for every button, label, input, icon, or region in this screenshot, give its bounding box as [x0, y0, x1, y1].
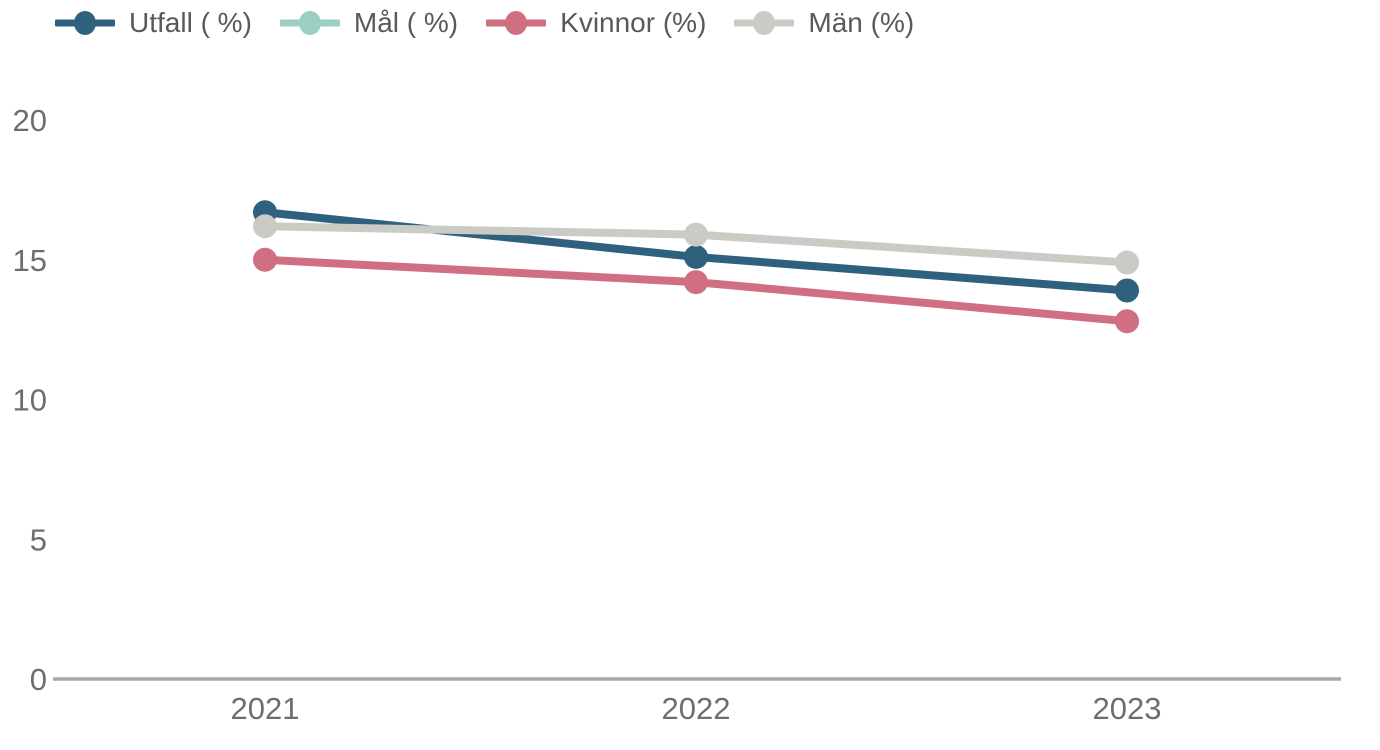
- data-point-man-2022[interactable]: [684, 222, 708, 247]
- x-axis-tick-label-2021: 2021: [231, 691, 300, 726]
- data-point-man-2023[interactable]: [1115, 250, 1139, 275]
- y-axis-tick-label-15: 15: [13, 243, 47, 278]
- legend-label-utfall: Utfall ( %): [129, 7, 252, 38]
- legend-item-mal[interactable]: Mål ( %): [279, 7, 459, 39]
- legend-label-kvinnor: Kvinnor (%): [560, 7, 707, 38]
- x-axis-tick-label-2022: 2022: [662, 691, 731, 726]
- legend-line-marker-icon: [734, 11, 795, 35]
- data-point-man-2021[interactable]: [253, 214, 277, 239]
- data-point-kvinnor-2022[interactable]: [684, 270, 708, 295]
- data-point-utfall-2022[interactable]: [684, 244, 708, 269]
- legend-line-marker-icon: [279, 11, 340, 35]
- legend-label-mal: Mål ( %): [353, 7, 459, 38]
- legend-item-man[interactable]: Män (%): [734, 7, 914, 39]
- y-axis-tick-label-0: 0: [30, 662, 47, 697]
- x-axis-tick-label-2023: 2023: [1093, 691, 1162, 726]
- y-axis-tick-label-20: 20: [13, 103, 47, 138]
- y-axis-tick-label-10: 10: [13, 383, 47, 418]
- legend-label-man: Män (%): [808, 7, 915, 38]
- data-point-kvinnor-2023[interactable]: [1115, 309, 1139, 334]
- y-axis-tick-label-5: 5: [30, 522, 47, 557]
- data-point-utfall-2023[interactable]: [1115, 278, 1139, 303]
- chart-legend: Utfall ( %) Mål ( %) Kvinnor (%) Män (%): [55, 7, 914, 39]
- legend-item-utfall[interactable]: Utfall ( %): [55, 7, 252, 39]
- legend-line-marker-icon: [55, 11, 115, 35]
- legend-item-kvinnor[interactable]: Kvinnor (%): [486, 7, 706, 39]
- legend-line-marker-icon: [486, 11, 547, 35]
- data-point-kvinnor-2021[interactable]: [253, 247, 277, 272]
